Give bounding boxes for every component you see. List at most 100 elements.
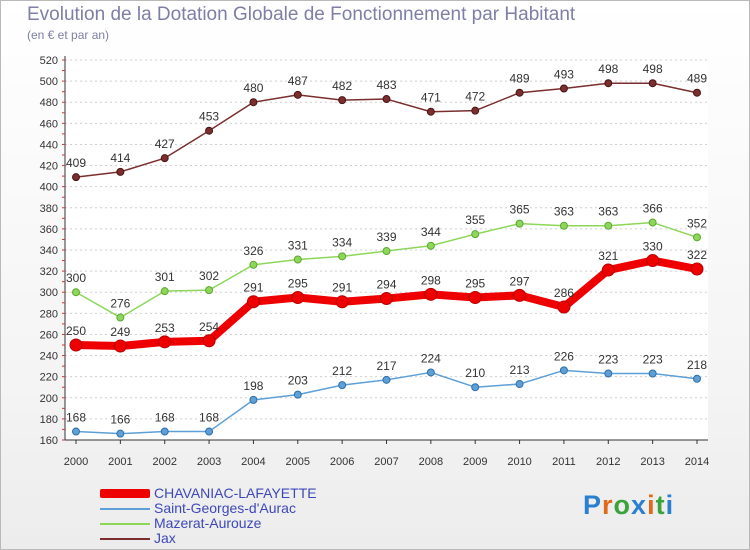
data-label: 489 bbox=[510, 72, 530, 86]
y-tick-label: 260 bbox=[40, 329, 58, 341]
data-label: 472 bbox=[465, 90, 485, 104]
data-point bbox=[291, 291, 305, 304]
y-tick-label: 200 bbox=[40, 393, 58, 405]
data-label: 291 bbox=[332, 281, 352, 295]
data-point bbox=[249, 395, 258, 404]
x-tick-label: 2004 bbox=[241, 456, 265, 468]
data-label: 330 bbox=[643, 240, 663, 254]
data-point bbox=[426, 368, 435, 377]
chart-subtitle: (en € et par an) bbox=[27, 28, 110, 42]
data-point bbox=[205, 427, 214, 436]
legend-swatch-2 bbox=[100, 523, 150, 525]
data-label: 286 bbox=[554, 286, 574, 300]
data-point bbox=[513, 288, 527, 302]
x-tick-label: 2005 bbox=[286, 456, 310, 468]
data-point bbox=[604, 369, 613, 378]
data-label: 168 bbox=[66, 411, 86, 425]
data-label: 302 bbox=[199, 269, 219, 283]
data-point bbox=[601, 263, 615, 277]
y-tick-label: 360 bbox=[40, 224, 58, 236]
data-label: 489 bbox=[687, 72, 707, 86]
x-tick-label: 2006 bbox=[330, 456, 354, 468]
data-point bbox=[471, 383, 480, 392]
data-point bbox=[205, 286, 214, 295]
data-label: 355 bbox=[465, 213, 485, 227]
data-point bbox=[515, 88, 524, 97]
data-point bbox=[471, 230, 480, 239]
legend-swatch-1 bbox=[100, 508, 150, 510]
y-tick-label: 380 bbox=[40, 203, 58, 215]
data-label: 168 bbox=[199, 411, 219, 425]
x-tick-label: 2003 bbox=[197, 456, 221, 468]
data-point bbox=[559, 366, 568, 375]
y-tick-label: 340 bbox=[40, 245, 58, 257]
data-point bbox=[382, 247, 391, 256]
data-label: 409 bbox=[66, 156, 86, 170]
data-point bbox=[646, 254, 660, 268]
data-point bbox=[382, 95, 391, 104]
data-point bbox=[246, 295, 260, 309]
data-label: 493 bbox=[554, 68, 574, 82]
data-point bbox=[471, 106, 480, 115]
data-point bbox=[249, 98, 258, 107]
y-tick-label: 220 bbox=[40, 372, 58, 384]
data-point bbox=[338, 252, 347, 261]
data-point bbox=[424, 287, 438, 301]
logo-letter: x bbox=[631, 490, 648, 520]
data-point bbox=[335, 295, 349, 309]
proxiti-logo: Proxiti bbox=[583, 490, 674, 521]
data-label: 326 bbox=[243, 244, 263, 258]
data-point bbox=[426, 241, 435, 250]
data-label: 253 bbox=[155, 321, 175, 335]
data-point bbox=[693, 88, 701, 97]
data-label: 276 bbox=[110, 297, 130, 311]
data-label: 223 bbox=[643, 353, 663, 367]
data-label: 166 bbox=[110, 413, 130, 427]
legend-label-3: Jax bbox=[154, 530, 176, 546]
data-label: 363 bbox=[598, 205, 618, 219]
logo-letter: o bbox=[613, 490, 632, 520]
data-point bbox=[382, 375, 391, 384]
data-point bbox=[160, 427, 169, 436]
data-label: 210 bbox=[465, 366, 485, 380]
legend-swatch-3 bbox=[100, 538, 150, 540]
logo-letter: r bbox=[602, 490, 614, 520]
data-point bbox=[559, 84, 568, 93]
data-point bbox=[72, 173, 80, 182]
data-label: 322 bbox=[687, 248, 707, 262]
data-label: 365 bbox=[510, 203, 530, 217]
data-label: 291 bbox=[243, 281, 263, 295]
data-point bbox=[158, 335, 172, 349]
y-tick-label: 480 bbox=[40, 97, 58, 109]
data-point bbox=[648, 218, 657, 227]
x-tick-label: 2010 bbox=[507, 456, 531, 468]
legend-label-0: CHAVANIAC-LAFAYETTE bbox=[154, 485, 317, 501]
y-tick-label: 180 bbox=[40, 414, 58, 426]
data-label: 198 bbox=[243, 379, 263, 393]
x-tick-label: 2011 bbox=[552, 456, 576, 468]
data-point bbox=[559, 221, 568, 230]
data-point bbox=[249, 260, 258, 269]
data-point bbox=[604, 79, 613, 88]
data-point bbox=[205, 126, 214, 135]
x-tick-label: 2007 bbox=[374, 456, 398, 468]
data-label: 301 bbox=[155, 270, 175, 284]
x-tick-label: 2000 bbox=[64, 456, 88, 468]
data-point bbox=[293, 390, 302, 399]
data-label: 297 bbox=[510, 274, 530, 288]
data-label: 363 bbox=[554, 205, 574, 219]
x-tick-label: 2009 bbox=[463, 456, 487, 468]
data-point bbox=[648, 369, 657, 378]
data-label: 334 bbox=[332, 235, 352, 249]
data-point bbox=[293, 255, 302, 264]
data-label: 339 bbox=[376, 230, 396, 244]
data-point bbox=[380, 292, 393, 306]
data-point bbox=[515, 380, 524, 389]
data-label: 295 bbox=[288, 277, 308, 291]
data-point bbox=[693, 374, 701, 383]
data-label: 427 bbox=[155, 137, 175, 151]
x-tick-label: 2013 bbox=[640, 456, 664, 468]
data-label: 295 bbox=[465, 277, 485, 291]
x-tick-label: 2014 bbox=[685, 456, 709, 468]
